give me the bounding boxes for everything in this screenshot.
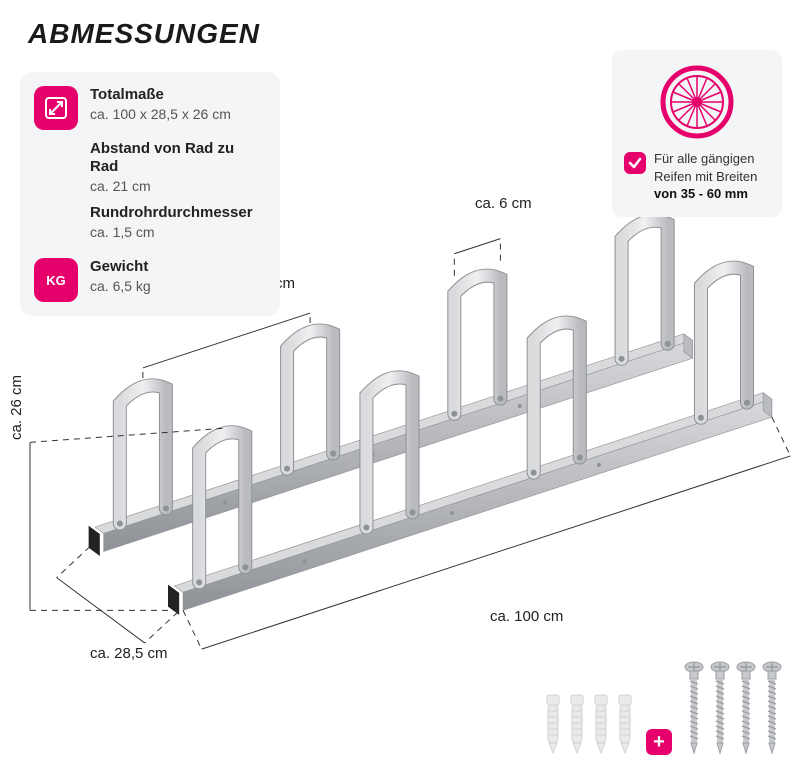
spec-row: Rundrohrdurchmesser ca. 1,5 cm [34, 204, 266, 248]
screw [710, 659, 730, 755]
screws [684, 659, 782, 755]
hardware-panel: + [544, 659, 782, 755]
wall-plug [568, 693, 586, 755]
spec-value: ca. 100 x 28,5 x 26 cm [90, 106, 231, 122]
screw [762, 659, 782, 755]
tire-panel: Für alle gängigen Reifen mit Breiten von… [612, 50, 782, 217]
plus-icon: + [646, 729, 672, 755]
screw [684, 659, 704, 755]
svg-text:KG: KG [46, 273, 66, 288]
weight-icon: KG [34, 258, 78, 302]
wall-plugs [544, 693, 634, 755]
dim-length: ca. 100 cm [490, 608, 563, 625]
tire-text: Für alle gängigen Reifen mit Breiten von… [624, 150, 770, 203]
spec-row: Totalmaße ca. 100 x 28,5 x 26 cm [34, 86, 266, 130]
screw [736, 659, 756, 755]
tire-line2: Reifen mit Breiten [654, 169, 757, 184]
specs-panel: Totalmaße ca. 100 x 28,5 x 26 cm Abstand… [20, 72, 280, 316]
spec-value: ca. 6,5 kg [90, 278, 151, 294]
page-title: ABMESSUNGEN [28, 18, 800, 50]
spec-row: Abstand von Rad zu Rad ca. 21 cm [34, 140, 266, 194]
spacer [34, 140, 78, 184]
dim-slot-width: ca. 6 cm [475, 195, 532, 212]
spacer [34, 204, 78, 248]
check-icon [624, 152, 646, 174]
dim-depth: ca. 28,5 cm [90, 645, 168, 662]
spec-label: Totalmaße [90, 86, 231, 104]
dimensions-icon [34, 86, 78, 130]
spec-label: Abstand von Rad zu Rad [90, 140, 266, 176]
spec-value: ca. 21 cm [90, 178, 266, 194]
wall-plug [616, 693, 634, 755]
spec-label: Rundrohrdurchmesser [90, 204, 253, 222]
wheel-icon [659, 64, 735, 140]
tire-bold: von 35 - 60 mm [654, 186, 748, 201]
dim-height: ca. 26 cm [8, 375, 25, 440]
spec-row: KG Gewicht ca. 6,5 kg [34, 258, 266, 302]
wall-plug [592, 693, 610, 755]
spec-value: ca. 1,5 cm [90, 224, 253, 240]
spec-label: Gewicht [90, 258, 151, 276]
wall-plug [544, 693, 562, 755]
header: ABMESSUNGEN [0, 0, 800, 50]
tire-line1: Für alle gängigen [654, 151, 754, 166]
